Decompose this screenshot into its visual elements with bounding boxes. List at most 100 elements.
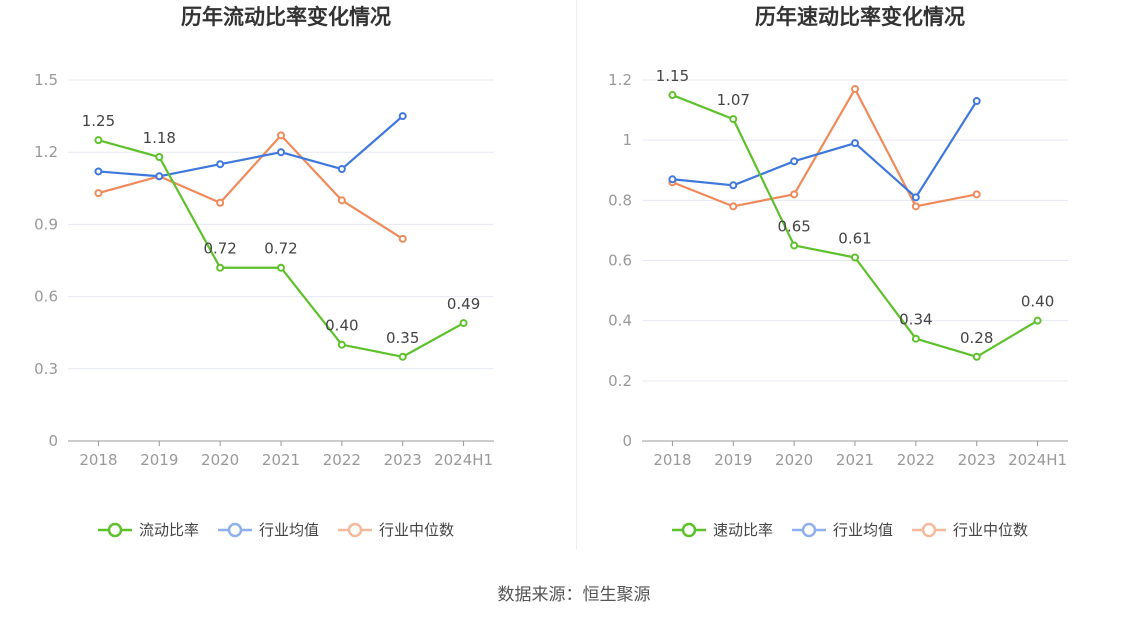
data-point-main bbox=[790, 241, 799, 250]
data-label: 0.61 bbox=[838, 229, 871, 247]
x-tick-label: 2023 bbox=[958, 451, 996, 469]
data-point-avg bbox=[911, 193, 920, 202]
legend-item-median[interactable]: 行业中位数 bbox=[338, 521, 454, 539]
data-point-avg bbox=[94, 167, 103, 176]
x-tick-label: 2020 bbox=[201, 451, 239, 469]
chart-title: 历年速动比率变化情况 bbox=[755, 5, 965, 29]
data-point-main bbox=[1033, 316, 1042, 325]
y-tick-label: 0.3 bbox=[34, 360, 58, 378]
data-point-avg bbox=[790, 157, 799, 166]
data-point-avg bbox=[398, 112, 407, 121]
data-point-median bbox=[337, 196, 346, 205]
data-point-avg bbox=[851, 139, 859, 148]
legend-label: 速动比率 bbox=[713, 521, 773, 539]
data-point-avg bbox=[277, 148, 285, 157]
x-tick-label: 2019 bbox=[714, 451, 752, 469]
legend-item-main[interactable]: 速动比率 bbox=[672, 521, 773, 539]
y-tick-label: 1.5 bbox=[34, 71, 58, 89]
y-tick-label: 0.2 bbox=[608, 372, 632, 390]
data-point-main bbox=[216, 263, 225, 272]
legend-marker bbox=[227, 522, 243, 538]
data-point-median bbox=[729, 202, 738, 211]
data-point-median bbox=[790, 190, 799, 199]
data-point-main bbox=[277, 263, 285, 272]
data-label: 0.28 bbox=[960, 329, 993, 347]
legend-label: 行业均值 bbox=[833, 521, 893, 539]
x-tick-label: 2023 bbox=[384, 451, 422, 469]
data-point-avg bbox=[337, 165, 346, 174]
data-label: 0.40 bbox=[325, 317, 358, 335]
y-tick-label: 0.6 bbox=[608, 252, 632, 270]
data-point-main bbox=[459, 319, 468, 328]
y-tick-label: 0.4 bbox=[608, 312, 632, 330]
x-tick-label: 2018 bbox=[653, 451, 691, 469]
data-point-avg bbox=[155, 172, 164, 181]
legend-item-main[interactable]: 流动比率 bbox=[98, 521, 199, 539]
legend-item-median[interactable]: 行业中位数 bbox=[912, 521, 1028, 539]
data-source-note: 数据来源：恒生聚源 bbox=[497, 585, 651, 605]
series-line-median bbox=[672, 87, 977, 208]
x-tick-label: 2020 bbox=[775, 451, 813, 469]
data-point-avg bbox=[729, 181, 738, 190]
data-label: 1.07 bbox=[717, 91, 750, 109]
data-point-main bbox=[398, 352, 407, 361]
data-label: 0.35 bbox=[386, 329, 419, 347]
data-label: 1.15 bbox=[656, 67, 689, 85]
legend-label: 流动比率 bbox=[139, 521, 199, 539]
legend-marker bbox=[347, 522, 363, 538]
x-tick-label: 2021 bbox=[262, 451, 300, 469]
chart-quick-ratio: 历年速动比率变化情况 0 0.2 0.4 0.6 0.8 1 1.2 2018 2019 2020 2… bbox=[574, 0, 1148, 560]
x-tick-label: 2021 bbox=[836, 451, 874, 469]
data-label: 0.49 bbox=[447, 295, 480, 313]
series-line-median bbox=[98, 134, 404, 240]
data-label: 0.34 bbox=[899, 311, 932, 329]
data-label: 0.40 bbox=[1021, 293, 1054, 311]
panel-divider bbox=[576, 0, 577, 550]
series-line-avg bbox=[672, 100, 978, 199]
data-point-median bbox=[911, 202, 920, 211]
x-tick-label: 2022 bbox=[897, 451, 935, 469]
x-tick-label: 2019 bbox=[140, 451, 178, 469]
chart-title: 历年流动比率变化情况 bbox=[181, 5, 391, 29]
data-label: 1.25 bbox=[82, 112, 115, 130]
legend-label: 行业中位数 bbox=[379, 521, 454, 539]
y-tick-label: 0.6 bbox=[34, 288, 58, 306]
data-point-median bbox=[216, 198, 225, 207]
series-line-avg bbox=[98, 115, 404, 178]
data-point-median bbox=[277, 131, 285, 140]
legend-item-avg[interactable]: 行业均值 bbox=[218, 521, 319, 539]
data-point-avg bbox=[216, 160, 225, 169]
quick-ratio-chart-svg: 历年速动比率变化情况 0 0.2 0.4 0.6 0.8 1 1.2 2018 2019 2020 2… bbox=[608, 5, 1068, 539]
y-tick-label: 0.8 bbox=[608, 191, 632, 209]
data-label: 0.72 bbox=[203, 240, 236, 258]
data-point-avg bbox=[972, 97, 981, 106]
data-label: 0.72 bbox=[264, 240, 297, 258]
legend-marker bbox=[921, 522, 937, 538]
y-tick-label: 1.2 bbox=[34, 143, 58, 161]
y-tick-label: 0 bbox=[48, 432, 58, 450]
x-tick-label: 2024H1 bbox=[1008, 451, 1067, 469]
legend-marker bbox=[681, 522, 697, 538]
legend-marker bbox=[107, 522, 123, 538]
data-label: 0.65 bbox=[777, 217, 810, 235]
y-tick-label: 1 bbox=[622, 131, 632, 149]
legend-label: 行业中位数 bbox=[953, 521, 1028, 539]
y-tick-label: 0.9 bbox=[34, 215, 58, 233]
data-point-median bbox=[972, 190, 981, 199]
data-point-main bbox=[94, 136, 103, 145]
data-point-median bbox=[851, 85, 859, 94]
legend-item-avg[interactable]: 行业均值 bbox=[792, 521, 893, 539]
data-point-main bbox=[972, 352, 981, 361]
y-tick-label: 0 bbox=[622, 432, 632, 450]
x-tick-label: 2018 bbox=[79, 451, 117, 469]
x-tick-label: 2024H1 bbox=[434, 451, 493, 469]
data-point-avg bbox=[668, 175, 677, 184]
legend-marker bbox=[801, 522, 817, 538]
data-point-main bbox=[729, 115, 738, 124]
x-tick-label: 2022 bbox=[323, 451, 361, 469]
chart-current-ratio: 历年流动比率变化情况 0 0.3 0.6 0.9 1.2 1.5 2018 2019 2020 20… bbox=[0, 0, 574, 560]
data-point-main bbox=[668, 91, 677, 100]
current-ratio-chart-svg: 历年流动比率变化情况 0 0.3 0.6 0.9 1.2 1.5 2018 2019 2020 20… bbox=[34, 5, 494, 539]
series-line-main bbox=[672, 94, 1039, 358]
data-point-main bbox=[911, 334, 920, 343]
